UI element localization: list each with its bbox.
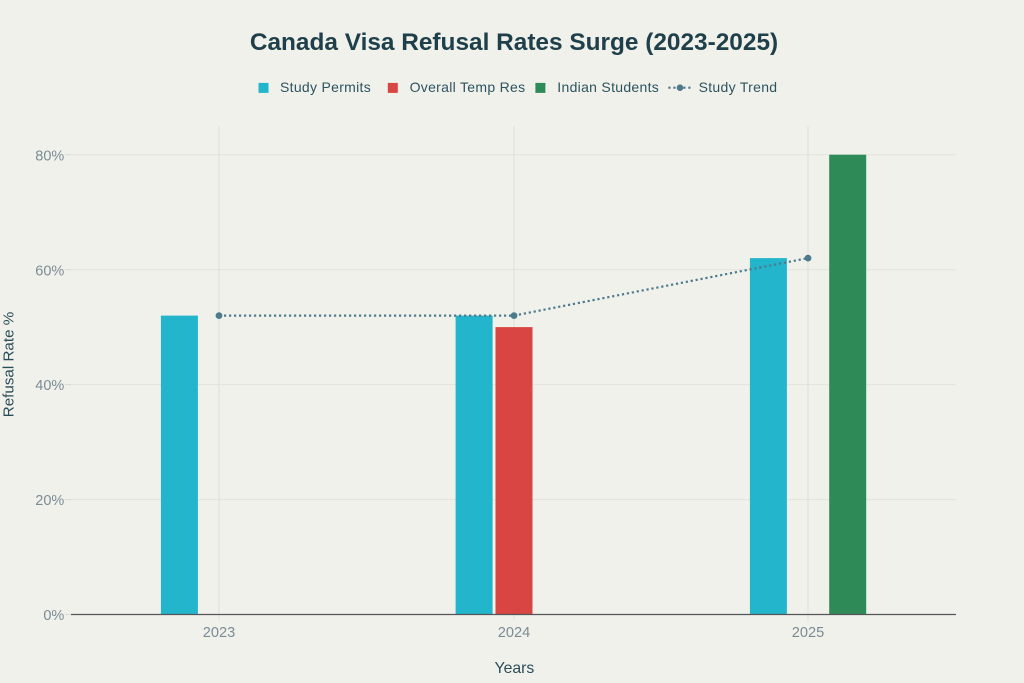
svg-text:Canada Visa Refusal Rates Surg: Canada Visa Refusal Rates Surge (2023-20… xyxy=(250,29,778,56)
svg-text:2025: 2025 xyxy=(792,625,824,641)
svg-text:Study Trend: Study Trend xyxy=(699,79,778,95)
svg-text:Study Permits: Study Permits xyxy=(280,79,371,95)
svg-text:60%: 60% xyxy=(35,263,64,279)
svg-text:20%: 20% xyxy=(35,493,64,509)
svg-text:40%: 40% xyxy=(35,378,64,394)
svg-text:0%: 0% xyxy=(43,608,64,624)
svg-text:80%: 80% xyxy=(35,148,64,164)
svg-text:Indian Students: Indian Students xyxy=(557,79,659,95)
svg-text:Years: Years xyxy=(494,660,534,677)
svg-text:Overall Temp Res: Overall Temp Res xyxy=(410,79,526,95)
svg-text:2024: 2024 xyxy=(498,625,530,641)
svg-text:2023: 2023 xyxy=(203,625,235,641)
svg-text:Refusal Rate %: Refusal Rate % xyxy=(0,312,17,418)
